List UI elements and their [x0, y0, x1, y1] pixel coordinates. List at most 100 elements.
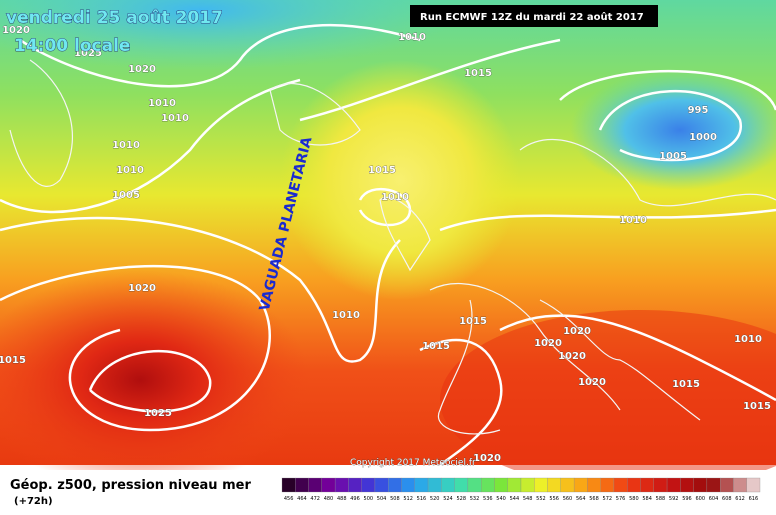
isobar-label: 1025 — [74, 48, 102, 59]
colorbar-label: 576 — [616, 496, 626, 502]
colorbar-cell — [573, 477, 588, 493]
isobar-label: 1010 — [148, 98, 176, 109]
map-field — [0, 0, 776, 490]
isobar-label: 1000 — [689, 132, 717, 143]
colorbar-label: 540 — [496, 496, 506, 502]
colorbar-cell — [720, 477, 734, 493]
colorbar-cell — [680, 477, 694, 493]
isobar-labels: 1020 1025 1010 1015 1020 1010 1010 1010 1010 1005… — [0, 25, 771, 465]
isobar-label: 1010 — [398, 32, 426, 43]
colorbar-label: 524 — [443, 496, 453, 502]
copyright: Copyright 2017 Meteociel.fr — [350, 458, 476, 468]
colorbar-label: 600 — [695, 496, 705, 502]
colorbar-cell — [693, 477, 708, 493]
colorbar-cell — [560, 477, 575, 493]
isobar-label: 1010 — [619, 215, 647, 226]
colorbar-cell — [388, 477, 402, 493]
colorbar-cell — [481, 477, 495, 493]
colorbar-cell — [494, 477, 508, 493]
colorbar-label: 592 — [669, 496, 679, 502]
isobar-label: 1005 — [112, 190, 140, 201]
isobar-label: 1020 — [578, 377, 606, 388]
colorbar-label: 500 — [364, 496, 374, 502]
colorbar-label: 544 — [510, 496, 520, 502]
isobar-label: 1015 — [422, 341, 450, 352]
colorbar-cell — [666, 477, 681, 493]
isobar-label: 1015 — [0, 355, 26, 366]
colorbar-label: 548 — [523, 496, 533, 502]
colorbar-cell — [281, 477, 296, 493]
footer — [0, 470, 776, 515]
colorbar-label: 596 — [682, 496, 692, 502]
colorbar-label: 496 — [350, 496, 360, 502]
colorbar-cell — [295, 477, 309, 493]
colorbar-cell — [441, 477, 455, 493]
colorbar-cell — [454, 477, 469, 493]
isobar-label: 1020 — [558, 351, 586, 362]
colorbar-cell — [507, 477, 522, 493]
isobar-label: 1020 — [473, 453, 501, 464]
colorbar-cell — [374, 477, 389, 493]
footer-lead: (+72h) — [14, 496, 53, 507]
colorbar-cell — [361, 477, 376, 493]
colorbar-label: 580 — [629, 496, 639, 502]
colorbar-label: 464 — [297, 496, 307, 502]
colorbar-label: 608 — [722, 496, 732, 502]
colorbar-label: 512 — [403, 496, 413, 502]
colorbar-cell — [746, 477, 761, 493]
colorbar-cell — [653, 477, 668, 493]
colorbar-label: 520 — [430, 496, 440, 502]
colorbar-cell — [334, 477, 349, 493]
isobar-label: 1010 — [116, 165, 144, 176]
isobars — [0, 23, 776, 467]
isobar-label: 1015 — [459, 316, 487, 327]
run-box — [410, 5, 658, 27]
colorbar-cell — [427, 477, 442, 493]
colorbar-cell — [627, 477, 641, 493]
colorbar-label: 516 — [417, 496, 427, 502]
colorbar-label: 552 — [536, 496, 546, 502]
colorbar-label: 480 — [324, 496, 334, 502]
isobar-label: 1020 — [2, 25, 30, 36]
colorbar-cell — [308, 477, 322, 493]
isobar-label: 1010 — [112, 140, 140, 151]
isobar-label: 1010 — [734, 334, 762, 345]
isobar-label: 1010 — [161, 113, 189, 124]
colorbar-label: 508 — [390, 496, 400, 502]
colorbar-label: 604 — [709, 496, 719, 502]
colorbar-cell — [414, 477, 429, 493]
colorbar-label: 568 — [589, 496, 599, 502]
colorbar-label: 472 — [310, 496, 320, 502]
colorbar-cell — [401, 477, 415, 493]
coastlines — [9, 59, 776, 435]
isobar-label: 995 — [688, 105, 709, 116]
forecast-time: 14:00 locale — [14, 36, 130, 56]
run-info: Run ECMWF 12Z du mardi 22 août 2017 — [420, 11, 644, 23]
colorbar-label: 528 — [456, 496, 466, 502]
colorbar: 456 464 472 480 488 496 500 504 508 512 516 520 524 5… — [281, 477, 761, 502]
colorbar-cell — [348, 477, 362, 493]
colorbar-cell — [321, 477, 336, 493]
isobar-label: 1005 — [659, 151, 687, 162]
colorbar-cell — [467, 477, 482, 493]
colorbar-cell — [640, 477, 654, 493]
colorbar-cell — [520, 477, 535, 493]
isobar-label: 1015 — [743, 401, 771, 412]
colorbar-label: 488 — [337, 496, 347, 502]
isobar-label: 1020 — [128, 283, 156, 294]
colorbar-cell — [600, 477, 615, 493]
isobar-label: 1010 — [332, 310, 360, 321]
colorbar-label: 532 — [470, 496, 480, 502]
colorbar-cell — [547, 477, 561, 493]
colorbar-cell — [534, 477, 548, 493]
isobar-label: 1020 — [534, 338, 562, 349]
isobar-label: 1010 — [381, 192, 409, 203]
colorbar-label: 504 — [377, 496, 387, 502]
colorbar-label: 564 — [576, 496, 586, 502]
isobar-label: 1020 — [128, 64, 156, 75]
forecast-date: vendredi 25 août 2017 — [6, 8, 223, 28]
colorbar-label: 612 — [735, 496, 745, 502]
colorbar-label: 560 — [563, 496, 573, 502]
footer-title: Géop. z500, pression niveau mer — [10, 478, 251, 493]
